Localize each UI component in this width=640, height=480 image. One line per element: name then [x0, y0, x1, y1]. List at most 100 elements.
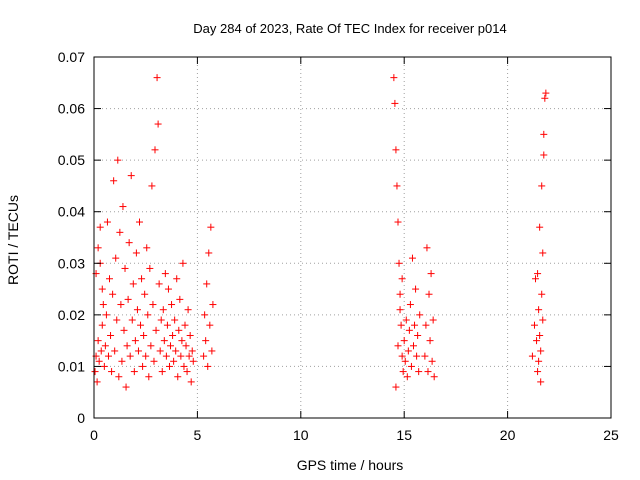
data-point	[165, 362, 173, 370]
data-point	[95, 357, 103, 365]
data-point	[173, 275, 181, 283]
x-tick-label: 5	[194, 427, 202, 443]
data-point	[528, 352, 536, 360]
data-point	[164, 285, 172, 293]
data-point	[99, 301, 107, 309]
x-tick-label: 25	[603, 427, 619, 443]
data-point	[123, 342, 131, 350]
data-point	[104, 352, 112, 360]
data-point	[402, 316, 410, 324]
data-point	[107, 331, 115, 339]
data-point	[539, 316, 547, 324]
data-point	[151, 146, 159, 154]
y-tick-label: 0.02	[58, 307, 85, 323]
data-point	[391, 99, 399, 107]
data-point	[430, 373, 438, 381]
data-point	[137, 321, 145, 329]
y-tick-label: 0.04	[58, 204, 85, 220]
data-point	[208, 347, 216, 355]
data-point	[181, 321, 189, 329]
data-point	[540, 130, 548, 138]
data-point	[427, 270, 435, 278]
data-point	[425, 290, 433, 298]
data-point	[411, 321, 419, 329]
data-point	[400, 337, 408, 345]
data-point	[124, 295, 132, 303]
data-point	[139, 362, 147, 370]
y-axis-label: ROTI / TECUs	[5, 195, 21, 285]
data-point	[187, 378, 195, 386]
data-point	[184, 306, 192, 314]
data-point	[168, 301, 176, 309]
y-tick-label: 0	[77, 410, 85, 426]
data-point	[421, 352, 429, 360]
data-point	[109, 290, 117, 298]
data-point	[413, 352, 421, 360]
data-point	[102, 311, 110, 319]
data-point	[122, 383, 130, 391]
data-point	[396, 306, 404, 314]
data-point	[146, 264, 154, 272]
data-point	[185, 352, 193, 360]
data-point	[538, 182, 546, 190]
data-point	[172, 347, 180, 355]
data-point	[201, 311, 209, 319]
data-point	[138, 275, 146, 283]
data-point	[539, 249, 547, 257]
data-point	[119, 203, 127, 211]
data-point	[178, 337, 186, 345]
data-point	[125, 239, 133, 247]
plot-frame	[93, 56, 612, 419]
data-point	[407, 362, 415, 370]
data-point	[98, 285, 106, 293]
data-point	[121, 264, 129, 272]
data-point	[533, 337, 541, 345]
data-point	[535, 306, 543, 314]
chart-title: Day 284 of 2023, Rate Of TEC Index for r…	[193, 21, 506, 36]
data-point	[108, 368, 116, 376]
data-point	[426, 337, 434, 345]
data-point	[114, 156, 122, 164]
data-point	[203, 280, 211, 288]
data-point	[142, 352, 150, 360]
data-point	[118, 357, 126, 365]
y-tick-label: 0.03	[58, 255, 85, 271]
data-point	[534, 368, 542, 376]
data-point	[117, 301, 125, 309]
x-axis-label: GPS time / hours	[297, 457, 404, 473]
data-point	[120, 326, 128, 334]
data-point	[177, 352, 185, 360]
data-point	[159, 306, 167, 314]
data-point	[171, 316, 179, 324]
data-point	[115, 373, 123, 381]
data-point	[97, 347, 105, 355]
data-point	[202, 337, 210, 345]
data-point	[152, 326, 160, 334]
data-point	[113, 316, 121, 324]
data-point	[132, 249, 140, 257]
data-point	[141, 290, 149, 298]
data-point	[153, 74, 161, 82]
data-point	[94, 244, 102, 252]
data-point	[169, 331, 177, 339]
data-point	[163, 321, 171, 329]
data-point	[410, 342, 418, 350]
data-point	[536, 223, 544, 231]
data-point	[106, 275, 114, 283]
data-point	[424, 368, 432, 376]
data-point	[145, 373, 153, 381]
data-point	[405, 326, 413, 334]
data-point	[128, 316, 136, 324]
data-point	[160, 337, 168, 345]
data-point	[416, 311, 424, 319]
data-point	[422, 321, 430, 329]
data-point	[101, 342, 109, 350]
data-point	[189, 357, 197, 365]
data-point	[135, 218, 143, 226]
data-point	[127, 172, 135, 180]
data-point	[161, 270, 169, 278]
data-point	[126, 352, 134, 360]
data-point	[534, 270, 542, 278]
data-point	[398, 275, 406, 283]
